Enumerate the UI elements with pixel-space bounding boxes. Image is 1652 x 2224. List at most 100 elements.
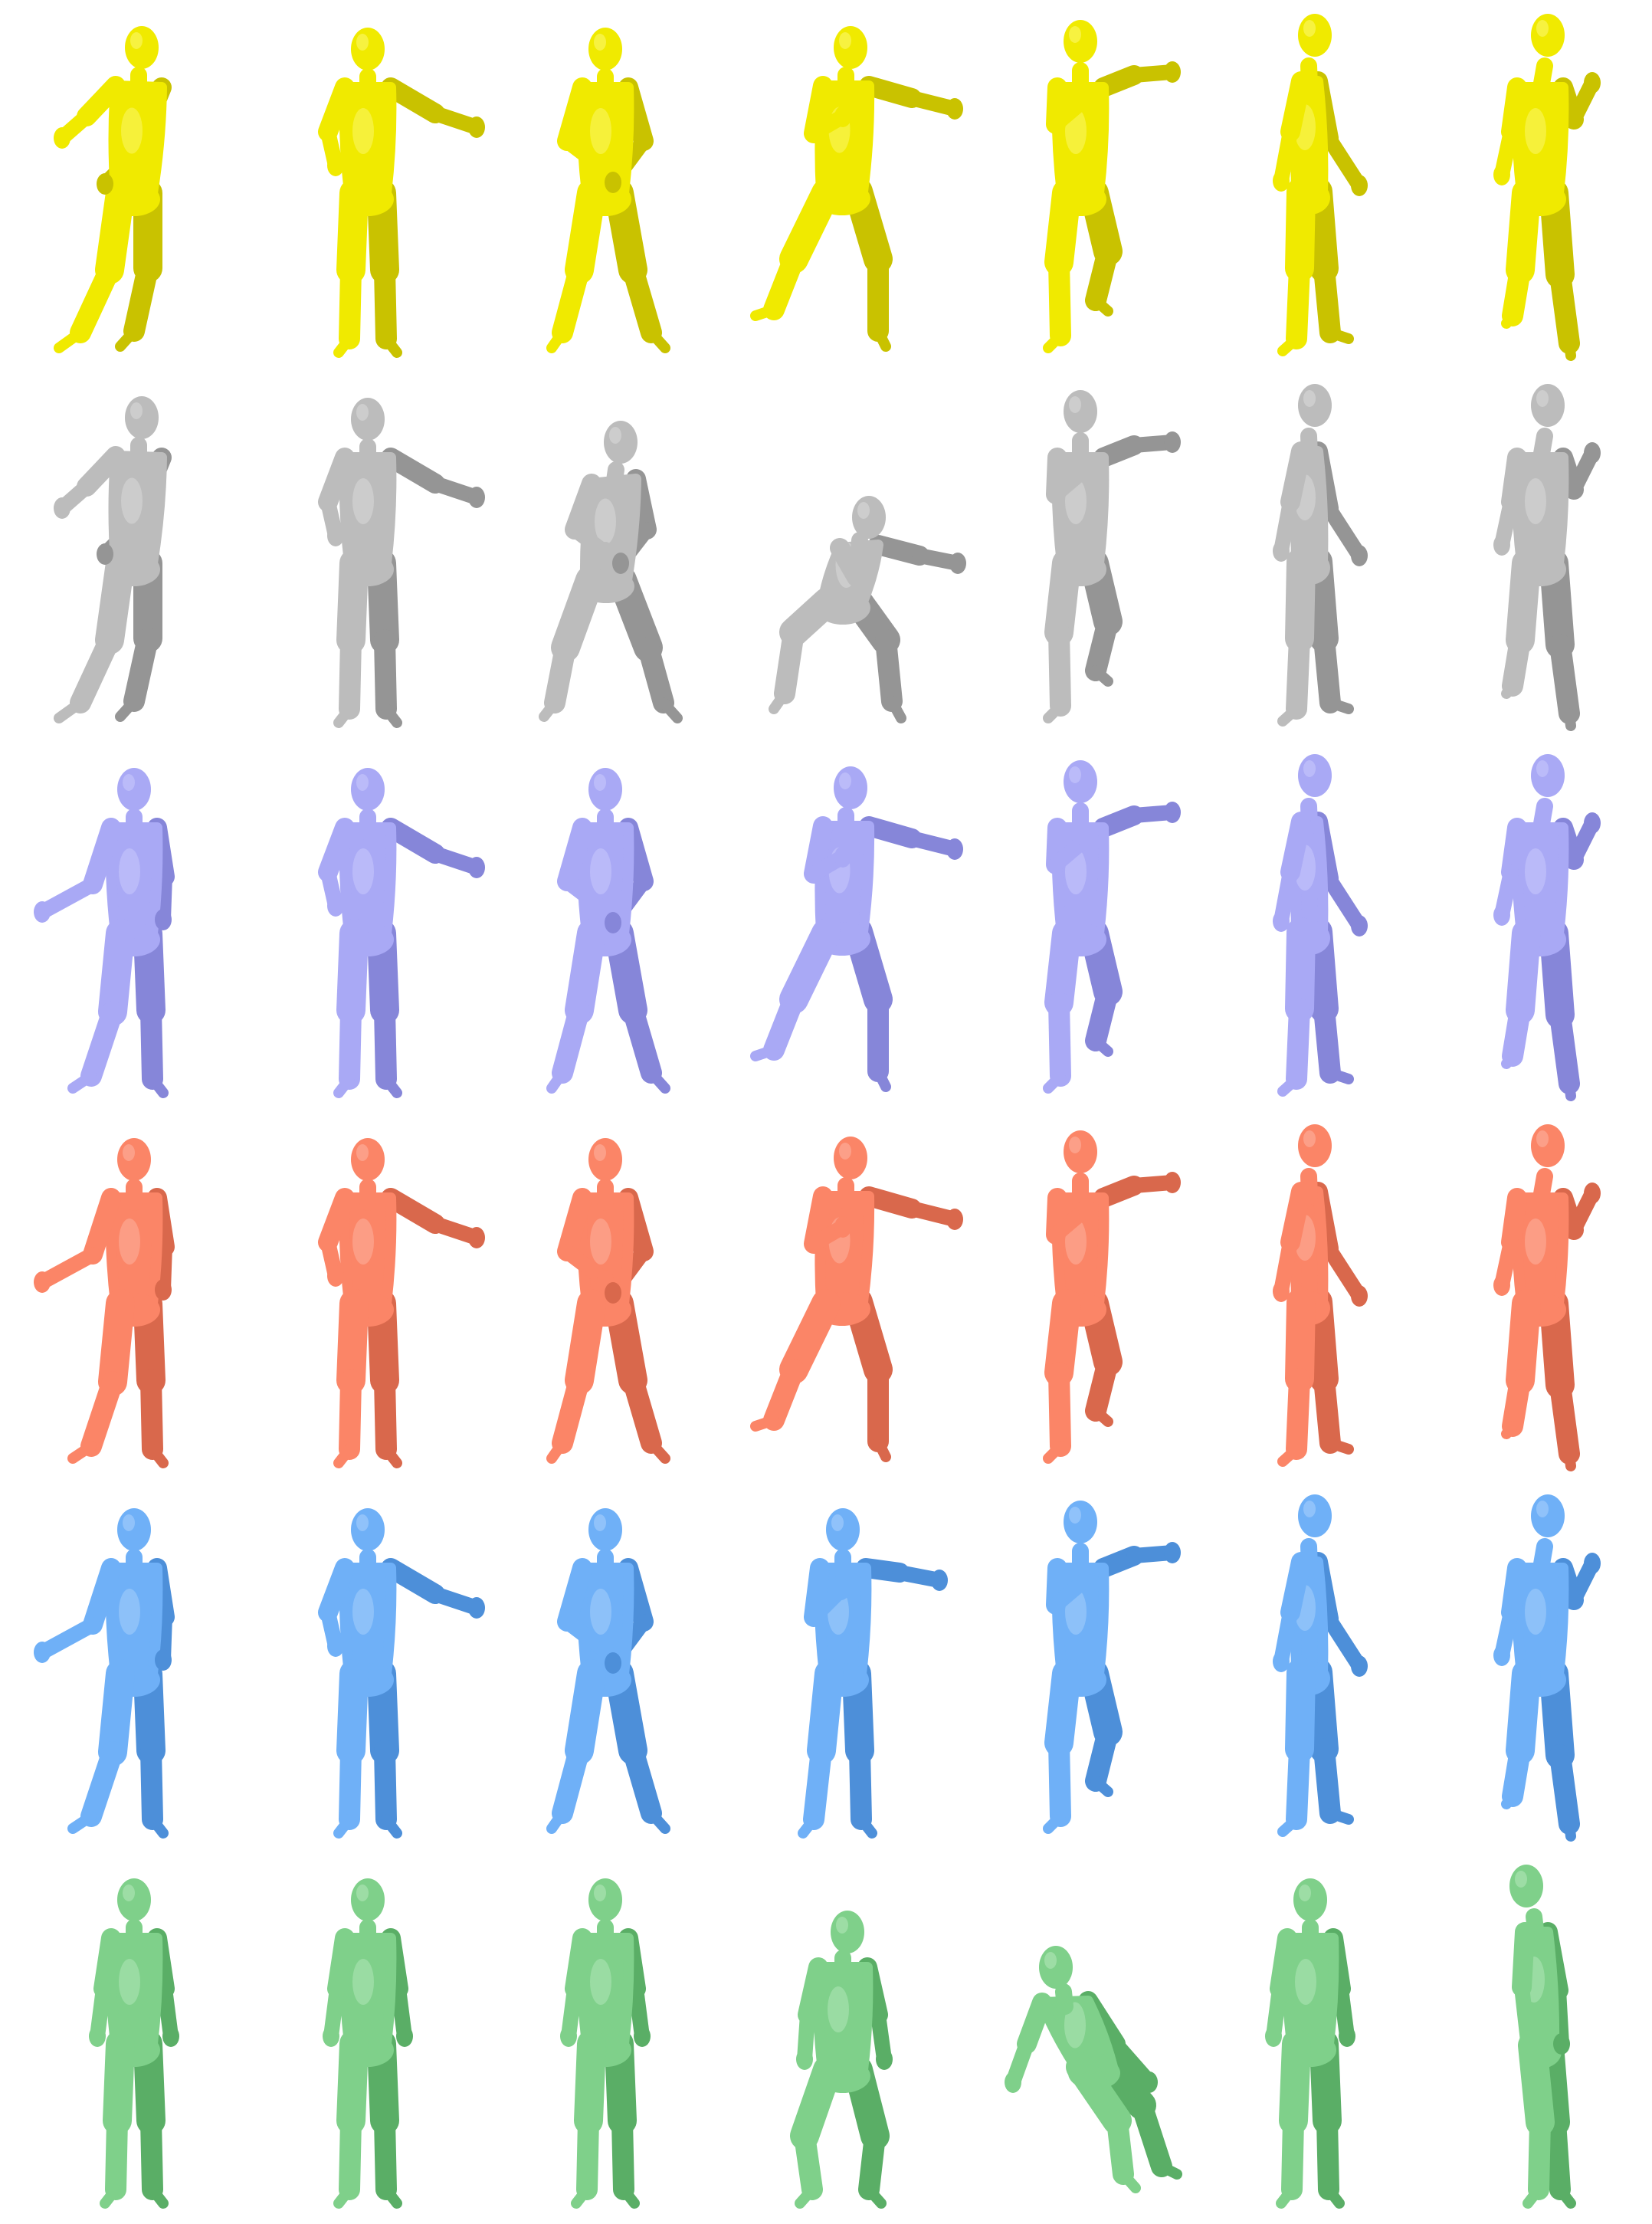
left-shin [1048,1732,1071,1827]
torso-highlight [352,1589,374,1635]
left-thigh [336,919,369,1025]
left-foot [333,333,355,358]
head [588,28,622,71]
right-foot [646,1438,670,1464]
mesh-cell [1425,372,1652,742]
right-hand [1584,1553,1601,1574]
right-foot [1325,327,1354,344]
head [834,766,867,809]
left-foot [1043,1071,1066,1094]
human-mesh-render [318,398,485,728]
left-upper-arm [83,1558,121,1635]
left-shin [1502,629,1531,697]
head [1064,390,1097,433]
left-hand [1493,1645,1510,1666]
left-foot [333,1074,355,1098]
left-foot [1277,333,1302,356]
human-mesh-render [318,1508,485,1839]
human-mesh-render [34,1508,175,1839]
human-mesh-figure [790,1911,893,2209]
left-shin [552,1369,590,1454]
right-foot [1564,1078,1576,1101]
left-foot [100,2184,121,2209]
right-hand [1351,1655,1368,1677]
neck [851,532,868,559]
torso-highlight [1525,478,1546,524]
torso-highlight [119,848,140,894]
left-shin [774,622,805,704]
right-shin [123,628,159,712]
head-highlight [839,32,851,49]
neck [1532,1538,1553,1581]
human-mesh-render [750,766,963,1092]
left-thigh [336,1289,369,1395]
left-hand [1273,540,1290,562]
human-mesh-figure [34,1138,175,1468]
human-mesh-render [1043,20,1181,353]
head-highlight [123,1144,135,1161]
right-shin [1549,1374,1580,1465]
human-mesh-figure [546,768,670,1094]
human-mesh-render [323,1878,413,2209]
mesh-cell [1425,742,1652,1112]
right-foot [646,327,670,353]
right-hand [1164,1542,1181,1563]
human-mesh-figure [546,1138,670,1464]
mesh-cell [728,1112,963,1482]
left-shin [1286,998,1310,1090]
left-thigh [1518,2031,1555,2137]
head-highlight [356,1144,369,1161]
left-hand [834,846,851,868]
human-mesh-render [546,1138,670,1464]
left-shin [1286,257,1310,349]
head-highlight [130,32,143,49]
left-hand [1005,2071,1021,2093]
mesh-cell [253,1482,485,1852]
right-foot [381,333,402,358]
right-foot [1325,697,1354,714]
mesh-cell [19,1852,249,2222]
left-thigh [1285,917,1316,1023]
right-hand [1141,2071,1158,2093]
head-highlight [1536,760,1549,777]
left-hand [327,1635,344,1657]
left-hand [54,127,70,149]
right-shin [374,999,397,1090]
human-mesh-render [34,768,175,1098]
left-shin [544,637,576,713]
head [588,1508,622,1551]
right-shin [1085,981,1119,1051]
right-hand [155,1279,172,1301]
right-foot [887,696,906,723]
left-foot [67,1071,97,1094]
right-hand [1553,2033,1570,2055]
left-hand [1493,904,1510,926]
head-highlight [1069,396,1081,413]
human-mesh-figure [34,768,175,1098]
left-forearm [34,877,100,920]
left-hand [1273,910,1290,932]
human-mesh-figure [1005,1946,1182,2193]
human-mesh-render [546,768,670,1094]
left-shin [1048,622,1071,717]
head-highlight [356,1884,369,1901]
left-foot [546,1808,568,1834]
right-hand [162,2026,179,2047]
right-shin [622,1740,662,1824]
right-shin [1085,241,1119,311]
left-thigh [1044,1289,1081,1387]
human-mesh-figure [769,496,966,723]
right-upper-arm [381,1188,445,1234]
left-shin [105,2110,128,2200]
torso-highlight [590,848,611,894]
right-foot [618,2184,640,2209]
right-foot [115,326,139,352]
torso-highlight [1525,108,1546,154]
mesh-cell [728,372,966,742]
head [1531,754,1565,797]
left-hand [1493,1274,1510,1296]
head [351,28,385,71]
right-foot [1325,1808,1354,1825]
head [1531,14,1565,57]
head-highlight [1303,1130,1316,1147]
